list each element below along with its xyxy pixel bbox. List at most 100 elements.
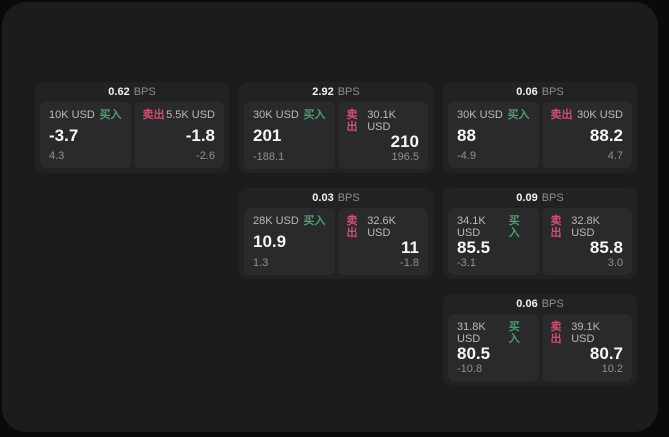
buy-pane-header: 34.1K USD 买入 — [457, 215, 530, 239]
sell-delta: 3.0 — [607, 257, 623, 269]
buy-side-label: 买入 — [508, 321, 520, 345]
bps-header: 0.09 BPS — [448, 188, 632, 208]
sell-size-label: 32.6K USD — [367, 215, 396, 239]
sell-delta: 10.2 — [601, 363, 623, 375]
sell-delta: -2.6 — [196, 150, 215, 162]
quote-card: 0.03 BPS 28K USD 买入 10.9 1.3 卖出 32.6K US… — [239, 188, 433, 279]
buy-price: 10.9 — [253, 232, 287, 251]
sell-price: 210 — [390, 132, 419, 151]
buy-pane[interactable]: 30K USD 买入 88 -4.9 — [448, 102, 539, 168]
sell-side-label: 卖出 — [550, 321, 562, 345]
sell-delta: 4.7 — [607, 150, 623, 162]
quote-panes: 30K USD 买入 201 -188.1 卖出 30.1K USD 210 1… — [244, 102, 428, 169]
sell-size-label: 32.8K USD — [571, 215, 600, 239]
bps-header: 0.06 BPS — [448, 82, 632, 102]
buy-price: 201 — [253, 126, 282, 145]
bps-unit-label: BPS — [541, 192, 564, 204]
buy-side-label: 买入 — [303, 215, 326, 227]
buy-pane-header: 31.8K USD 买入 — [457, 321, 530, 345]
buy-delta: -3.1 — [457, 257, 476, 269]
sell-side-label: 卖出 — [550, 215, 562, 239]
bps-unit-label: BPS — [337, 86, 360, 98]
buy-price: 88 — [457, 125, 476, 145]
bps-header: 0.03 BPS — [244, 188, 428, 208]
buy-pane-header: 30K USD 买入 — [457, 109, 530, 121]
quote-card: 0.06 BPS 30K USD 买入 88 -4.9 卖出 30K USD 8… — [443, 82, 637, 173]
sell-pane[interactable]: 卖出 30K USD 88.2 4.7 — [541, 102, 632, 168]
buy-side-label: 买入 — [303, 109, 326, 121]
sell-side-label: 卖出 — [142, 109, 165, 121]
buy-delta: 1.3 — [253, 257, 269, 269]
buy-pane[interactable]: 30K USD 买入 201 -188.1 — [244, 102, 335, 169]
sell-pane[interactable]: 卖出 30.1K USD 210 196.5 — [337, 102, 428, 169]
bps-header: 0.62 BPS — [40, 82, 224, 102]
buy-price: 85.5 — [457, 238, 491, 257]
sell-pane[interactable]: 卖出 39.1K USD 80.7 10.2 — [541, 314, 632, 381]
quote-card: 0.06 BPS 31.8K USD 买入 80.5 -10.8 卖出 39.1… — [443, 294, 637, 385]
buy-pane-header: 28K USD 买入 — [253, 215, 326, 227]
sell-pane-header: 卖出 39.1K USD — [551, 321, 624, 345]
bps-value: 0.09 — [516, 192, 538, 204]
sell-pane-header: 卖出 30.1K USD — [347, 109, 420, 133]
sell-side-label: 卖出 — [346, 215, 358, 239]
bps-header: 0.06 BPS — [448, 294, 632, 314]
buy-size-label: 30K USD — [457, 109, 503, 121]
sell-pane[interactable]: 卖出 32.8K USD 85.8 3.0 — [541, 208, 632, 275]
buy-side-label: 买入 — [99, 109, 122, 121]
bps-header: 2.92 BPS — [244, 82, 428, 102]
sell-pane[interactable]: 卖出 32.6K USD 11 -1.8 — [337, 208, 428, 275]
app-panel: 0.62 BPS 10K USD 买入 -3.7 4.3 卖出 5.5K USD… — [2, 2, 658, 432]
buy-pane[interactable]: 31.8K USD 买入 80.5 -10.8 — [448, 314, 539, 381]
buy-pane-header: 30K USD 买入 — [253, 109, 326, 121]
quote-panes: 30K USD 买入 88 -4.9 卖出 30K USD 88.2 4.7 — [448, 102, 632, 168]
buy-size-label: 31.8K USD — [457, 321, 486, 345]
sell-size-label: 30K USD — [577, 109, 623, 121]
bps-unit-label: BPS — [133, 86, 156, 98]
sell-pane-header: 卖出 5.5K USD — [143, 109, 216, 121]
bps-unit-label: BPS — [541, 298, 564, 310]
buy-delta: -4.9 — [457, 150, 476, 162]
bps-value: 0.06 — [516, 86, 538, 98]
buy-pane-header: 10K USD 买入 — [49, 109, 122, 121]
sell-side-label: 卖出 — [550, 109, 573, 121]
buy-size-label: 28K USD — [253, 215, 299, 227]
sell-price: 11 — [401, 238, 419, 257]
quote-panes: 28K USD 买入 10.9 1.3 卖出 32.6K USD 11 -1.8 — [244, 208, 428, 275]
sell-pane-header: 卖出 30K USD — [551, 109, 624, 121]
sell-pane[interactable]: 卖出 5.5K USD -1.8 -2.6 — [133, 102, 224, 168]
quote-panes: 10K USD 买入 -3.7 4.3 卖出 5.5K USD -1.8 -2.… — [40, 102, 224, 168]
buy-pane[interactable]: 10K USD 买入 -3.7 4.3 — [40, 102, 131, 168]
sell-pane-header: 卖出 32.8K USD — [551, 215, 624, 239]
buy-side-label: 买入 — [508, 215, 520, 239]
bps-value: 0.62 — [108, 86, 130, 98]
quote-grid: 0.62 BPS 10K USD 买入 -3.7 4.3 卖出 5.5K USD… — [35, 82, 637, 385]
sell-delta: 196.5 — [391, 151, 419, 163]
buy-price: -3.7 — [49, 125, 79, 145]
sell-size-label: 39.1K USD — [571, 321, 600, 345]
buy-pane[interactable]: 34.1K USD 买入 85.5 -3.1 — [448, 208, 539, 275]
quote-panes: 34.1K USD 买入 85.5 -3.1 卖出 32.8K USD 85.8… — [448, 208, 632, 275]
buy-size-label: 30K USD — [253, 109, 299, 121]
buy-delta: 4.3 — [49, 150, 65, 162]
buy-delta: -188.1 — [253, 151, 285, 163]
sell-side-label: 卖出 — [346, 109, 358, 133]
buy-pane[interactable]: 28K USD 买入 10.9 1.3 — [244, 208, 335, 275]
quote-card: 0.62 BPS 10K USD 买入 -3.7 4.3 卖出 5.5K USD… — [35, 82, 229, 173]
buy-size-label: 34.1K USD — [457, 215, 486, 239]
sell-price: 85.8 — [589, 238, 623, 257]
bps-value: 0.03 — [312, 192, 334, 204]
sell-size-label: 5.5K USD — [166, 109, 215, 121]
bps-value: 0.06 — [516, 298, 538, 310]
sell-price: 80.7 — [589, 344, 623, 363]
buy-side-label: 买入 — [507, 109, 530, 121]
quote-card: 2.92 BPS 30K USD 买入 201 -188.1 卖出 30.1K … — [239, 82, 433, 173]
buy-delta: -10.8 — [457, 363, 483, 375]
bps-unit-label: BPS — [337, 192, 360, 204]
sell-price: 88.2 — [589, 125, 623, 145]
buy-price: 80.5 — [457, 344, 491, 363]
sell-price: -1.8 — [185, 125, 215, 145]
bps-value: 2.92 — [312, 86, 334, 98]
quote-card: 0.09 BPS 34.1K USD 买入 85.5 -3.1 卖出 32.8K… — [443, 188, 637, 279]
sell-pane-header: 卖出 32.6K USD — [347, 215, 420, 239]
bps-unit-label: BPS — [541, 86, 564, 98]
